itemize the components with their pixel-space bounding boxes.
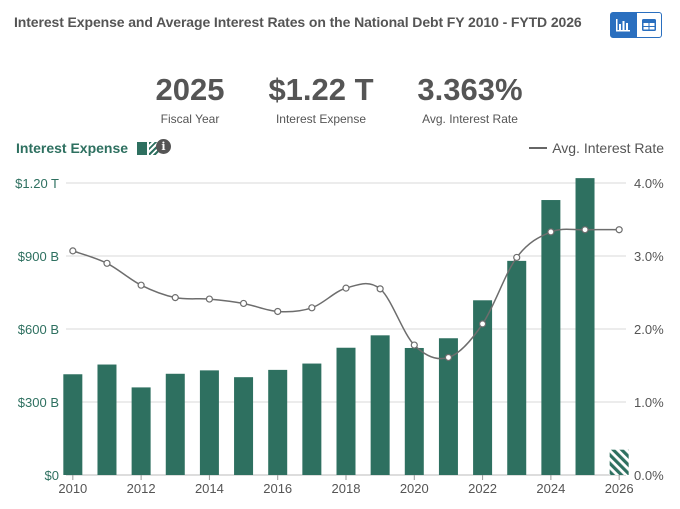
legend-line-swatch bbox=[529, 147, 548, 149]
bar-interest-expense bbox=[268, 369, 288, 475]
rate-point bbox=[615, 226, 623, 234]
y-left-tick-label: $300 B bbox=[18, 395, 59, 410]
legend-swatch-solid bbox=[137, 141, 148, 155]
rate-point bbox=[171, 294, 179, 302]
x-tick-label: 2018 bbox=[332, 481, 361, 496]
rate-point bbox=[444, 353, 453, 362]
stat-value: 3.363% bbox=[417, 72, 523, 107]
y-right-tick-label: 3.0% bbox=[634, 249, 664, 264]
table-view-button[interactable] bbox=[636, 12, 662, 38]
bar-interest-expense bbox=[473, 300, 493, 475]
stat-label: Avg. Interest Rate bbox=[422, 112, 518, 126]
rate-point bbox=[239, 299, 248, 308]
bar-chart-icon bbox=[616, 19, 630, 32]
legend-swatch-hatched bbox=[149, 141, 160, 155]
legend-label: Interest Expense bbox=[16, 140, 129, 156]
table-icon bbox=[642, 19, 656, 31]
y-right-tick-label: 2.0% bbox=[634, 322, 664, 337]
bar-interest-expense bbox=[404, 347, 424, 475]
bar-interest-expense bbox=[370, 335, 390, 475]
info-icon[interactable]: i bbox=[156, 139, 171, 154]
bar-interest-expense bbox=[165, 373, 185, 475]
legend-label: Avg. Interest Rate bbox=[552, 140, 664, 156]
stat-value: 2025 bbox=[155, 72, 225, 107]
stat-label: Fiscal Year bbox=[160, 112, 220, 126]
y-left-tick-label: $1.20 T bbox=[15, 176, 59, 191]
rate-point bbox=[205, 295, 214, 303]
y-left-tick-label: $900 B bbox=[18, 249, 59, 264]
rate-point bbox=[513, 253, 521, 262]
bar-interest-expense bbox=[63, 374, 83, 475]
x-tick-label: 2014 bbox=[195, 481, 224, 496]
bar-interest-expense bbox=[336, 347, 356, 475]
legend-interest-expense[interactable]: Interest Expense bbox=[16, 140, 160, 156]
rate-line bbox=[72, 228, 620, 360]
bar-interest-expense bbox=[199, 370, 219, 475]
chart-title: Interest Expense and Average Interest Ra… bbox=[14, 14, 582, 30]
bar-interest-expense bbox=[507, 260, 527, 475]
bar-interest-expense bbox=[97, 364, 117, 475]
x-tick-label: 2020 bbox=[400, 481, 429, 496]
rate-point bbox=[547, 228, 555, 236]
rate-point bbox=[308, 304, 316, 312]
chart-view-button[interactable] bbox=[610, 12, 636, 38]
x-tick-label: 2016 bbox=[263, 481, 292, 496]
rate-point bbox=[410, 341, 418, 349]
bar-interest-expense bbox=[302, 363, 322, 475]
y-right-tick-label: 0.0% bbox=[634, 468, 664, 483]
x-tick-label: 2010 bbox=[58, 481, 87, 496]
rate-point bbox=[69, 247, 77, 255]
y-left-tick-label: $0 bbox=[45, 468, 59, 483]
bar-interest-expense bbox=[609, 449, 629, 475]
rate-point bbox=[137, 281, 145, 289]
rate-point bbox=[342, 284, 350, 292]
y-right-tick-label: 1.0% bbox=[634, 395, 664, 410]
bar-interest-expense bbox=[575, 178, 595, 475]
stat-avg-interest-rate: 3.363% Avg. Interest Rate bbox=[400, 72, 540, 126]
rate-point bbox=[478, 320, 487, 328]
x-tick-label: 2022 bbox=[468, 481, 497, 496]
legend-avg-interest-rate[interactable]: Avg. Interest Rate bbox=[529, 140, 664, 156]
rate-point bbox=[274, 307, 282, 316]
bar-interest-expense bbox=[131, 387, 151, 475]
x-tick-label: 2026 bbox=[605, 481, 634, 496]
bar-interest-expense bbox=[234, 377, 254, 475]
y-left-tick-label: $600 B bbox=[18, 322, 59, 337]
stat-interest-expense: $1.22 T Interest Expense bbox=[256, 72, 386, 126]
bar-interest-expense bbox=[438, 338, 458, 475]
rate-point bbox=[376, 285, 384, 293]
x-tick-label: 2024 bbox=[536, 481, 565, 496]
stat-label: Interest Expense bbox=[275, 112, 367, 126]
stat-fiscal-year: 2025 Fiscal Year bbox=[140, 72, 240, 126]
rate-point bbox=[103, 259, 111, 267]
stat-value: $1.22 T bbox=[268, 72, 374, 107]
bar-interest-expense bbox=[541, 200, 561, 476]
x-tick-label: 2012 bbox=[127, 481, 156, 496]
y-right-tick-label: 4.0% bbox=[634, 176, 664, 191]
rate-point bbox=[581, 226, 589, 234]
